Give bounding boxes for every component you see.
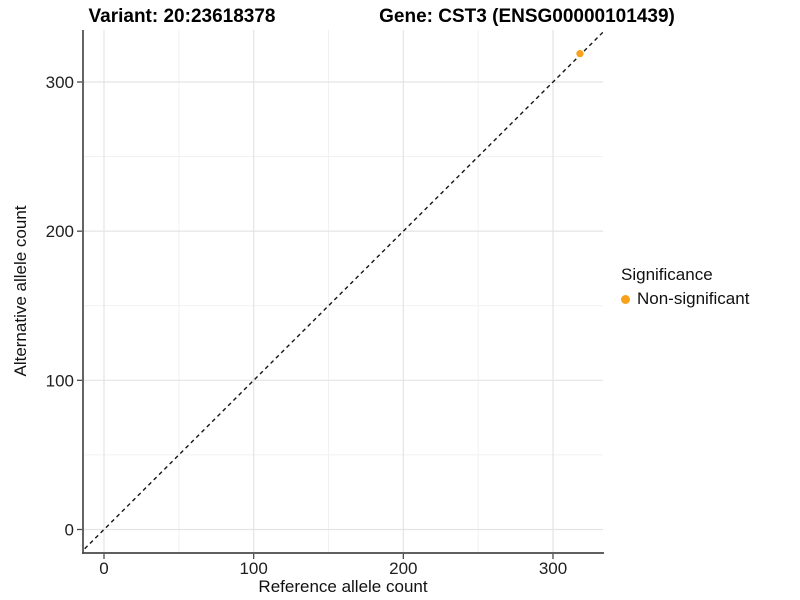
legend-item: Non-significant [621, 289, 799, 309]
y-tick-label: 0 [65, 521, 74, 540]
data-point [576, 50, 584, 58]
y-tick-label: 100 [46, 371, 74, 390]
x-axis-title: Reference allele count [258, 577, 428, 596]
y-tick-label: 200 [46, 222, 74, 241]
legend-point-icon [621, 294, 630, 304]
plot-title-gene: Gene: CST3 (ENSG00000101439) [379, 6, 675, 27]
legend-title: Significance [621, 265, 713, 284]
x-tick-label: 300 [539, 559, 567, 578]
x-tick-label: 200 [389, 559, 417, 578]
y-axis-title: Alternative allele count [11, 205, 30, 377]
x-tick-label: 100 [239, 559, 267, 578]
y-tick-label: 300 [46, 73, 74, 92]
plot-title-variant: Variant: 20:23618378 [88, 6, 276, 27]
legend-item-label: Non-significant [637, 289, 750, 308]
x-tick-label: 0 [99, 559, 108, 578]
identity-reference-line [83, 31, 603, 552]
legend: Significance Non-significant [621, 264, 799, 309]
